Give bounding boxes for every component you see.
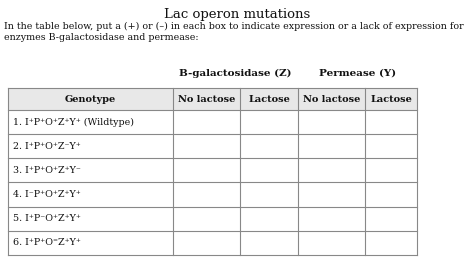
Bar (8, 88, 417, 110)
Text: 4. I⁻P⁺O⁺Z⁺Y⁺: 4. I⁻P⁺O⁺Z⁺Y⁺ (13, 190, 81, 199)
Text: Permease (Y): Permease (Y) (319, 69, 396, 78)
Text: No lactose: No lactose (178, 94, 235, 104)
Text: No lactose: No lactose (303, 94, 360, 104)
Text: 6. I⁺P⁺O⁼Z⁺Y⁺: 6. I⁺P⁺O⁼Z⁺Y⁺ (13, 238, 81, 247)
Text: enzymes B-galactosidase and permease:: enzymes B-galactosidase and permease: (4, 33, 199, 42)
Text: Genotype: Genotype (65, 94, 116, 104)
Text: Lactose: Lactose (248, 94, 290, 104)
Text: Lac operon mutations: Lac operon mutations (164, 8, 310, 21)
Text: 5. I⁺P⁻O⁺Z⁺Y⁺: 5. I⁺P⁻O⁺Z⁺Y⁺ (13, 214, 81, 223)
Text: 2. I⁺P⁺O⁺Z⁻Y⁺: 2. I⁺P⁺O⁺Z⁻Y⁺ (13, 142, 81, 151)
Text: B-galactosidase (Z): B-galactosidase (Z) (179, 69, 292, 78)
Text: 3. I⁺P⁺O⁺Z⁺Y⁻: 3. I⁺P⁺O⁺Z⁺Y⁻ (13, 166, 81, 175)
Text: In the table below, put a (+) or (–) in each box to indicate expression or a lac: In the table below, put a (+) or (–) in … (4, 22, 464, 31)
Text: 1. I⁺P⁺O⁺Z⁺Y⁺ (Wildtype): 1. I⁺P⁺O⁺Z⁺Y⁺ (Wildtype) (13, 117, 134, 127)
Text: Lactose: Lactose (370, 94, 412, 104)
